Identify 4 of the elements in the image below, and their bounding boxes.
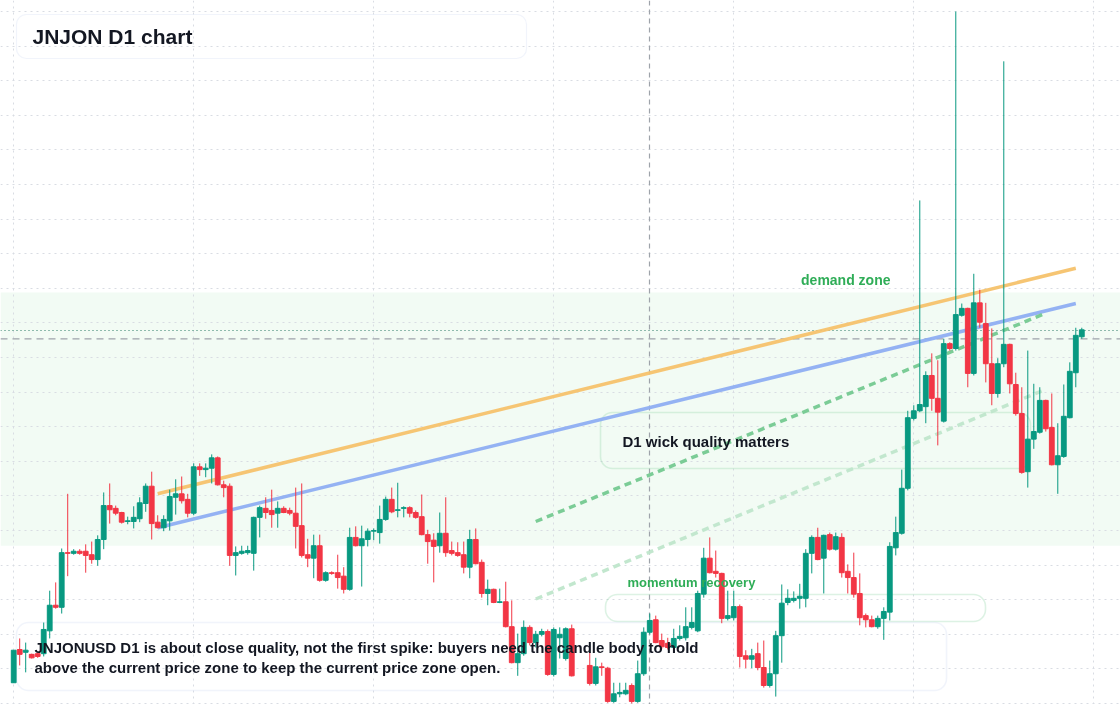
candlestick <box>976 289 983 329</box>
candlestick <box>22 642 29 673</box>
candlestick <box>628 682 635 704</box>
candlestick <box>16 637 23 666</box>
